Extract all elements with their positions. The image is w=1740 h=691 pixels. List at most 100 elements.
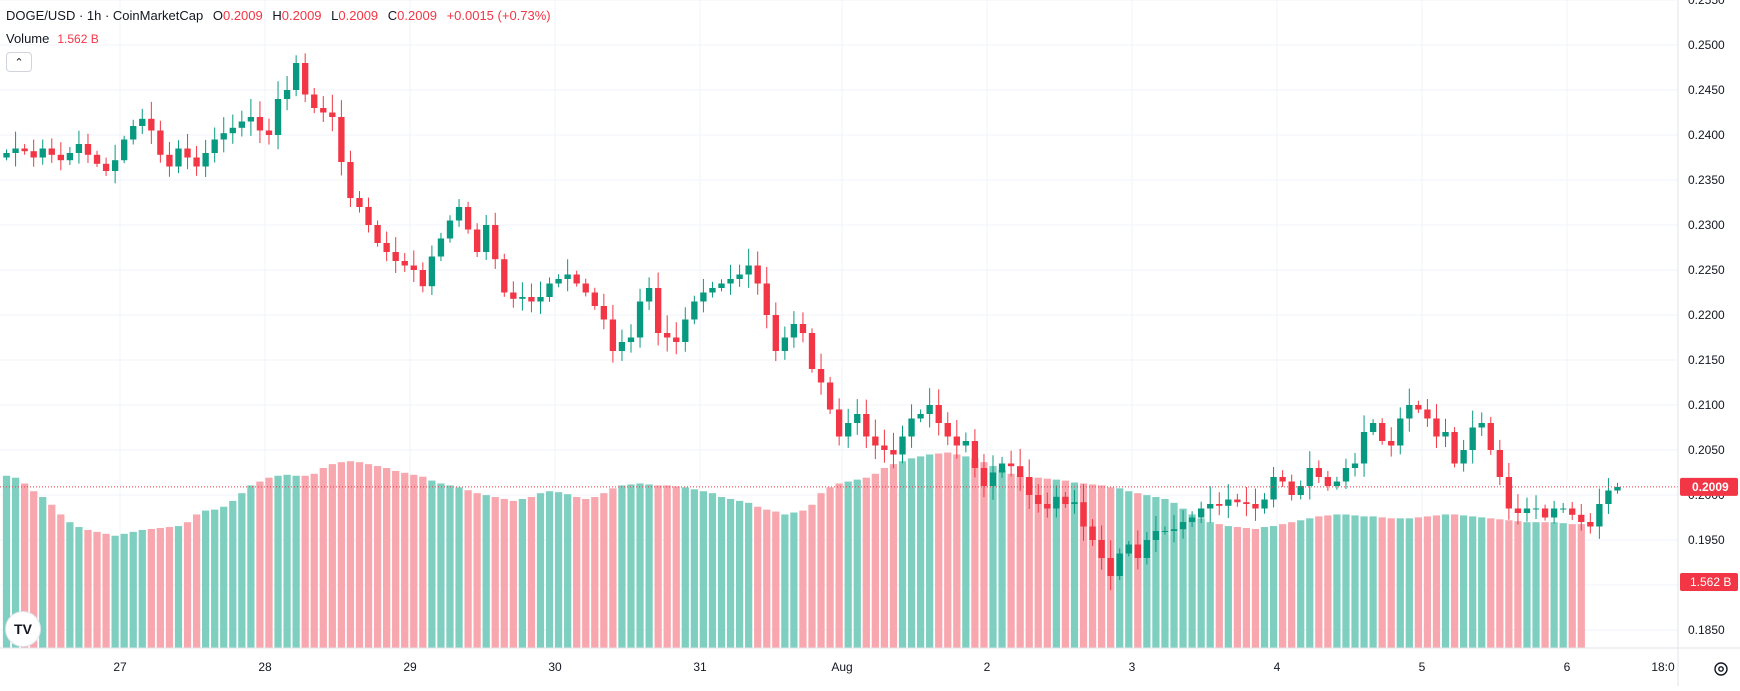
candle-body	[1596, 504, 1603, 527]
volume-legend: Volume 1.562 B	[6, 31, 99, 46]
time-tick-label: 28	[258, 660, 272, 674]
volume-bar	[156, 528, 164, 648]
volume-bar	[1070, 482, 1079, 648]
volume-bar	[1061, 480, 1070, 648]
candle-body	[1333, 481, 1341, 486]
candle-body	[57, 154, 64, 161]
volume-bar	[292, 475, 300, 648]
volume-bar	[183, 522, 192, 648]
volume-bar	[247, 485, 255, 648]
volume-bar	[1414, 517, 1422, 648]
volume-bar	[202, 510, 210, 648]
candle-body	[1297, 486, 1304, 495]
volume-bar	[1550, 522, 1558, 648]
candle-body	[1523, 508, 1531, 513]
candle-body	[935, 405, 942, 423]
time-tick-label: 5	[1419, 660, 1426, 674]
volume-bar	[1206, 522, 1214, 648]
candle-body	[338, 117, 345, 162]
candle-body	[1007, 463, 1015, 467]
volume-bar	[582, 498, 590, 648]
candle-body	[1496, 450, 1503, 477]
volume-bar	[1460, 515, 1468, 648]
candle-body	[998, 463, 1006, 473]
symbol-title[interactable]: DOGE/USD · 1h · CoinMarketCap	[6, 8, 204, 23]
volume-bar	[346, 461, 355, 648]
volume-bar	[871, 473, 879, 648]
time-tick-label: 2	[984, 660, 991, 674]
candle-body	[329, 112, 336, 117]
volume-bar	[509, 500, 517, 648]
volume-bar	[1034, 477, 1042, 648]
volume-bar	[419, 476, 427, 648]
volume-bar	[1242, 528, 1251, 648]
volume-bar	[1007, 473, 1015, 648]
open-label: O	[212, 8, 223, 23]
volume-bar	[1260, 527, 1269, 648]
volume-bar	[573, 497, 581, 648]
candle-body	[953, 436, 960, 446]
candle-body	[835, 409, 843, 437]
candle-body	[1044, 504, 1051, 509]
volume-bar	[998, 469, 1006, 648]
candle-body	[510, 292, 517, 299]
volume-label[interactable]: Volume	[6, 31, 50, 46]
candle-body	[292, 63, 300, 90]
volume-bar	[75, 527, 83, 648]
candle-body	[1134, 544, 1141, 558]
candle-body	[772, 315, 779, 351]
candle-body	[1569, 508, 1576, 515]
candle-body	[184, 148, 191, 158]
candle-body	[1261, 499, 1268, 509]
settings-gear-icon[interactable]	[1712, 660, 1730, 678]
candle-body	[980, 468, 988, 486]
volume-bar	[935, 453, 943, 648]
candle-body	[908, 418, 915, 437]
volume-bar	[763, 509, 771, 648]
candle-body	[1442, 432, 1449, 437]
volume-bar	[600, 493, 608, 648]
candle-body	[763, 283, 770, 315]
volume-bar	[844, 481, 852, 648]
candle-body	[211, 139, 218, 153]
volume-bar	[1333, 514, 1341, 648]
volume-bar	[971, 458, 979, 648]
volume-bar	[907, 458, 916, 648]
volume-bar	[147, 528, 155, 648]
time-tick-label: 4	[1274, 660, 1281, 674]
candle-body	[600, 306, 608, 320]
volume-bar	[1505, 520, 1513, 648]
volume-bar	[1161, 498, 1169, 648]
volume-bar	[1450, 514, 1459, 648]
collapse-legend-button[interactable]: ⌃	[6, 52, 32, 72]
candle-body	[356, 198, 363, 207]
candle-body	[537, 297, 544, 302]
volume-bar	[238, 493, 246, 648]
candle-body	[863, 414, 870, 437]
volume-bar	[980, 462, 988, 648]
volume-bar	[2, 475, 11, 648]
candle-body	[1433, 418, 1440, 437]
volume-bar	[1423, 516, 1432, 648]
candle-body	[30, 151, 37, 158]
volume-bar	[66, 522, 74, 648]
volume-bar	[229, 500, 237, 648]
candle-body	[881, 445, 888, 450]
candle-body	[609, 319, 617, 351]
candle-body	[39, 148, 46, 158]
price-tick-label: 0.2200	[1688, 308, 1725, 322]
candle-body	[1406, 405, 1413, 419]
candle-body	[799, 324, 807, 333]
candle-body	[582, 283, 589, 293]
candle-body	[1578, 514, 1585, 522]
candle-body	[926, 405, 933, 414]
price-tick-label: 0.2400	[1688, 128, 1725, 142]
volume-bar	[817, 493, 825, 648]
candle-body	[1514, 508, 1522, 513]
tradingview-logo[interactable]: TV	[6, 612, 40, 646]
candle-body	[365, 207, 372, 225]
volume-bar	[1559, 523, 1567, 648]
candle-body	[718, 283, 725, 288]
